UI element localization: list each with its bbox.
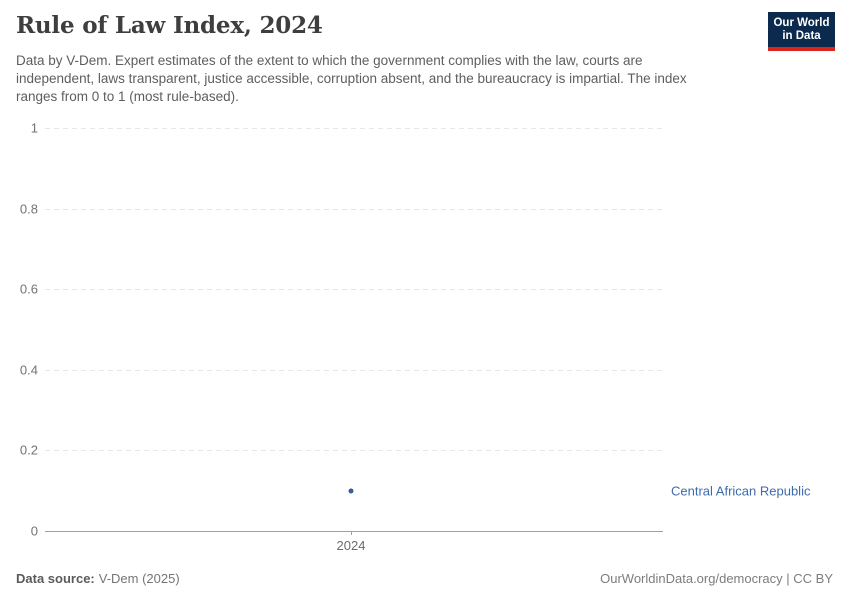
y-axis-tick-label: 0.8 — [19, 201, 38, 217]
data-source: Data source: V-Dem (2025) — [16, 571, 180, 586]
x-axis-line — [45, 531, 663, 532]
credit-link[interactable]: OurWorldinData.org/democracy | CC BY — [600, 571, 833, 586]
chart-subtitle: Data by V-Dem. Expert estimates of the e… — [16, 53, 687, 104]
owid-logo[interactable]: Our World in Data — [768, 12, 835, 51]
gridline — [45, 369, 663, 371]
gridline — [45, 289, 663, 291]
y-axis-tick-label: 0 — [30, 523, 38, 539]
y-axis-tick-label: 1 — [30, 120, 38, 136]
data-source-value: V-Dem (2025) — [98, 571, 180, 586]
gridline — [45, 128, 663, 129]
x-axis-tick-label: 2024 — [336, 538, 366, 553]
gridline — [45, 208, 663, 210]
data-source-label: Data source: — [16, 571, 95, 586]
chart-title: Rule of Law Index, 2024 — [16, 12, 323, 39]
entity-label[interactable]: Central African Republic — [671, 483, 811, 499]
owid-logo-line2: in Data — [782, 30, 821, 42]
y-axis-tick-label: 0.2 — [19, 442, 38, 458]
gridline — [45, 450, 663, 452]
data-point[interactable] — [348, 488, 354, 494]
y-axis-tick-label: 0.6 — [19, 281, 38, 297]
owid-logo-line1: Our World — [773, 17, 830, 29]
chart-footer: Data source: V-Dem (2025) OurWorldinData.… — [16, 571, 833, 586]
x-axis-tick — [351, 531, 352, 535]
y-axis-tick-label: 0.4 — [19, 362, 38, 378]
